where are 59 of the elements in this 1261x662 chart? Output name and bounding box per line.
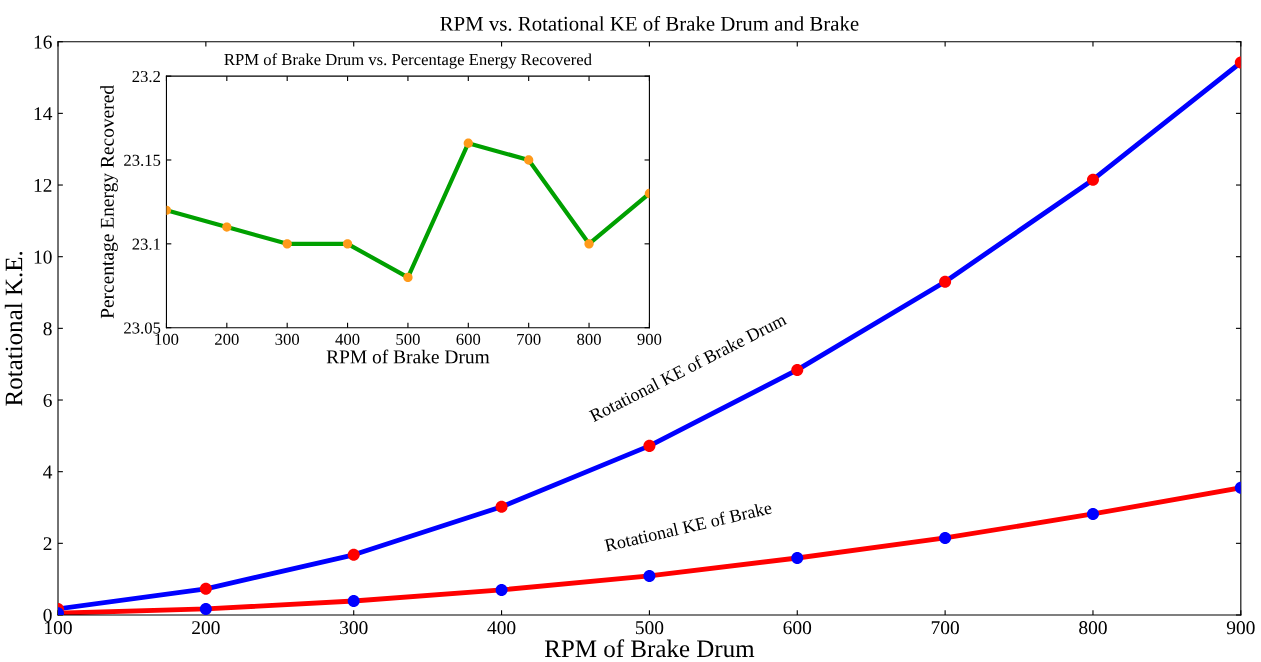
y-axis-title: Percentage Energy Recovered (100, 85, 118, 319)
y-tick-label: 23.2 (132, 70, 160, 83)
y-tick-label: 2 (43, 537, 52, 551)
point (584, 239, 594, 249)
point (403, 272, 413, 283)
point (643, 439, 656, 452)
point (222, 222, 232, 232)
x-tick-label: 800 (1079, 621, 1107, 635)
y-tick-label: 12 (34, 178, 52, 192)
point (347, 548, 360, 561)
x-tick-label: 500 (635, 621, 664, 635)
point (791, 363, 804, 376)
y-tick-label: 10 (34, 250, 52, 264)
x-tick-label: 100 (155, 333, 179, 345)
x-tick-label: 600 (783, 621, 812, 635)
x-tick-label: 300 (275, 333, 300, 345)
point (199, 602, 212, 615)
point (643, 569, 656, 582)
chart-title: RPM of Brake Drum vs. Percentage Energy Recovered (224, 53, 592, 69)
point (342, 239, 353, 249)
point (495, 500, 508, 513)
y-tick-label: 4 (43, 465, 53, 479)
chart-title: RPM vs. Rotational KE of Brake Drum and Brake (440, 15, 859, 31)
x-tick-label: 300 (340, 621, 368, 635)
x-tick-label: 600 (456, 333, 481, 345)
x-tick-label: 700 (931, 621, 959, 635)
x-axis-title: RPM of Brake Drum (326, 349, 490, 364)
y-tick-label: 23.15 (124, 154, 161, 166)
point (463, 138, 473, 148)
y-tick-label: 23.05 (124, 322, 161, 334)
y-tick-label: 0 (43, 608, 52, 622)
x-tick-label: 500 (396, 333, 420, 345)
x-tick-label: 900 (1226, 621, 1255, 635)
point (347, 595, 360, 608)
point (282, 239, 292, 249)
point (495, 583, 508, 596)
y-tick-label: 8 (43, 322, 52, 336)
point (1086, 507, 1099, 520)
y-tick-label: 23.1 (132, 238, 160, 250)
x-tick-label: 200 (215, 333, 239, 345)
x-tick-label: 200 (192, 621, 220, 635)
point (791, 552, 804, 565)
x-tick-label: 400 (335, 333, 360, 345)
y-tick-label: 14 (34, 107, 53, 121)
x-tick-label: 800 (577, 333, 601, 345)
y-tick-label: 6 (43, 393, 52, 407)
y-axis-title: Rotational K.E. (4, 251, 23, 406)
point (939, 275, 952, 288)
x-tick-label: 900 (637, 333, 662, 345)
x-axis-title: RPM of Brake Drum (544, 639, 755, 658)
point (939, 531, 952, 544)
point (199, 582, 212, 595)
x-tick-label: 100 (45, 621, 72, 635)
text: Rotational KE of Brake (603, 500, 773, 552)
x-tick-label: 700 (517, 333, 541, 345)
x-tick-label: 400 (487, 621, 516, 635)
point (1086, 173, 1099, 186)
point (524, 155, 534, 165)
y-tick-label: 16 (34, 35, 52, 49)
